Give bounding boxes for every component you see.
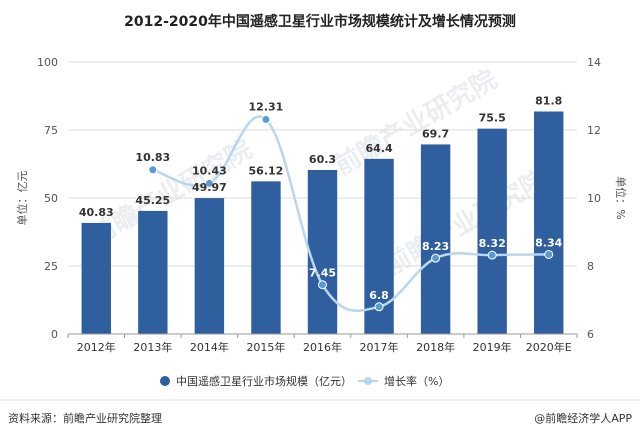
x-tick-label: 2016年: [303, 340, 342, 354]
line-point: [487, 250, 497, 260]
rate-value-label: 10.43: [192, 164, 227, 177]
watermark-text: 前瞻产业研究院: [329, 64, 502, 182]
x-tick-label: 2018年: [416, 340, 455, 354]
bar-value-label: 75.5: [479, 112, 506, 125]
line-point: [318, 280, 327, 290]
legend-bar-label: 中国遥感卫星行业市场规模（亿元）: [176, 374, 352, 388]
y-tick-label: 75: [44, 124, 58, 137]
line-point: [204, 178, 214, 188]
bar-value-label: 69.7: [422, 127, 449, 140]
line-point: [148, 165, 158, 175]
footer-brand: @前瞻经济学人APP: [534, 411, 632, 425]
x-tick-label: 2014年: [190, 340, 229, 354]
data-labels: 40.83 45.25 49.97 56.12 60.3 64.4 69.7 75.5 81.8…: [79, 95, 563, 302]
bar-value-label: 49.97: [192, 181, 227, 194]
y-tick-label: 0: [51, 328, 58, 341]
y2-tick-label: 12: [587, 124, 601, 137]
y2-tick-label: 10: [587, 192, 601, 205]
bar: [420, 144, 451, 334]
watermark-text: 前瞻产业研究院: [379, 164, 552, 282]
y-axis-label: 单位：亿元: [15, 171, 29, 226]
bar-value-label: 60.3: [309, 153, 336, 166]
legend-bar-swatch: [160, 376, 170, 386]
legend-line-label: 增长率（%）: [384, 374, 449, 388]
legend-line-marker: [364, 377, 372, 385]
rate-value-label: 8.34: [535, 236, 562, 249]
rate-value-label: 7.45: [309, 267, 336, 280]
bar-value-label: 40.83: [79, 206, 114, 219]
rate-value-label: 10.83: [135, 151, 170, 164]
chart-title: 2012-2020年中国遥感卫星行业市场规模统计及增长情况预测: [124, 13, 516, 30]
x-tick-label: 2020年E: [526, 340, 572, 354]
bar: [81, 222, 111, 334]
line-point: [374, 302, 384, 312]
bar: [251, 181, 281, 334]
bar-value-label: 45.25: [135, 194, 170, 207]
bar: [307, 169, 338, 334]
bar-value-label: 64.4: [365, 142, 392, 155]
bar-value-label: 56.12: [249, 164, 284, 177]
line-point: [261, 114, 271, 124]
line-point: [544, 249, 554, 259]
bar: [534, 111, 564, 334]
rate-value-label: 12.31: [249, 100, 284, 113]
rate-value-label: 8.23: [422, 240, 449, 253]
bar: [477, 128, 507, 334]
x-tick-label: 2013年: [133, 340, 172, 354]
x-tick-label: 2019年: [473, 340, 512, 354]
axes: 0 25 50 75 100 6 8 10 12 14 2012年 2013年 2014年 2015年 20…: [37, 56, 601, 354]
y2-tick-label: 8: [587, 260, 594, 273]
y-tick-label: 100: [37, 56, 58, 69]
rate-value-label: 6.8: [369, 289, 389, 302]
bar: [194, 198, 225, 334]
bar: [138, 210, 168, 334]
rate-value-label: 8.32: [479, 237, 506, 250]
y-tick-label: 25: [44, 260, 58, 273]
footer-source: 资料来源：前瞻产业研究院整理: [8, 411, 162, 425]
y2-tick-label: 14: [587, 56, 601, 69]
x-tick-label: 2015年: [246, 340, 285, 354]
bar-series: [81, 111, 564, 334]
line-point: [431, 253, 441, 263]
y2-axis-label: 单位：%: [614, 176, 628, 219]
y-tick-label: 50: [44, 192, 58, 205]
x-tick-label: 2017年: [360, 340, 399, 354]
x-tick-label: 2012年: [77, 340, 116, 354]
bar-value-label: 81.8: [535, 95, 562, 108]
line-series: [148, 114, 554, 312]
legend: 中国遥感卫星行业市场规模（亿元） 增长率（%）: [160, 374, 449, 388]
y2-tick-label: 6: [587, 328, 594, 341]
